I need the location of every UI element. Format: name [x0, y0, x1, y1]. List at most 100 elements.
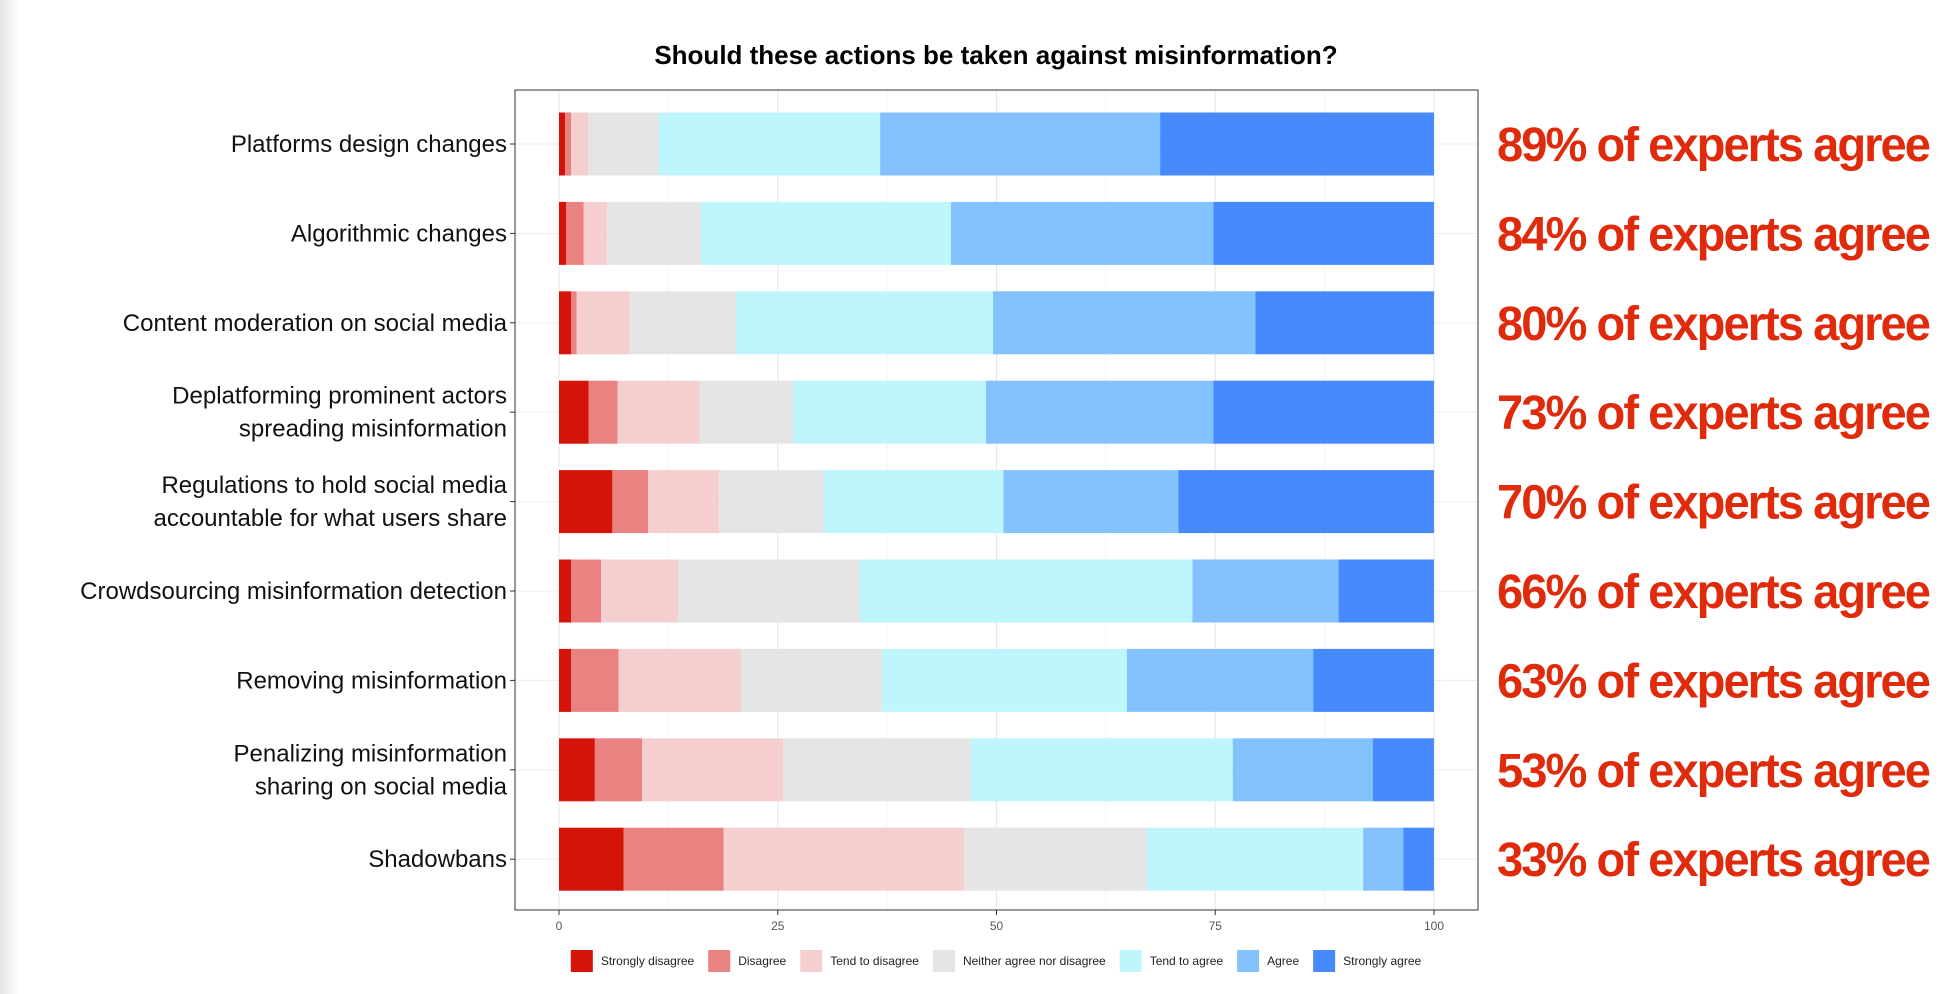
- category-label: Crowdsourcing misinformation detection: [80, 578, 507, 605]
- bar-segment: [1003, 470, 1179, 534]
- category-label: Regulations to hold social media accounta…: [153, 472, 507, 532]
- bar-segment: [588, 112, 659, 176]
- legend-swatch: [570, 950, 593, 972]
- bar-segment: [1313, 648, 1434, 712]
- agreement-annotation: 89% of experts agree: [1497, 119, 1930, 172]
- bar-segment: [583, 201, 608, 265]
- bar-segment: [793, 380, 986, 444]
- legend-label: Strongly disagree: [601, 954, 695, 968]
- agreement-annotation: 80% of experts agree: [1497, 298, 1930, 351]
- category-label: Shadowbans: [368, 846, 507, 873]
- bar-segment: [565, 112, 572, 176]
- legend-label: Strongly agree: [1343, 954, 1421, 968]
- bar-segment: [881, 648, 1127, 712]
- category-label: Algorithmic changes: [291, 220, 507, 247]
- agreement-annotation: 84% of experts agree: [1497, 208, 1930, 261]
- x-tick-label: 25: [771, 919, 785, 933]
- category-label: Removing misinformation: [236, 667, 507, 694]
- bar-segment: [1213, 201, 1434, 265]
- bar-segment: [559, 648, 572, 712]
- bar-segment: [723, 827, 965, 891]
- bar-segment: [571, 291, 577, 355]
- category-labels: Platforms design changes Algorithmic chan…: [80, 131, 515, 873]
- bar-segment: [860, 559, 1193, 623]
- bar-segment: [607, 201, 701, 265]
- category-label: Deplatforming prominent actors spreading …: [172, 383, 507, 443]
- agreement-annotation: 33% of experts agree: [1497, 834, 1930, 887]
- agreement-annotation: 70% of experts agree: [1497, 477, 1930, 530]
- legend-label: Neither agree nor disagree: [963, 954, 1106, 968]
- bar-segment: [559, 738, 595, 802]
- bars: [559, 112, 1434, 891]
- x-tick-label: 100: [1424, 919, 1444, 933]
- bar-segment: [559, 291, 572, 355]
- bar-segment: [559, 201, 566, 265]
- bar-segment: [880, 112, 1161, 176]
- agreement-annotation: 63% of experts agree: [1497, 655, 1930, 708]
- agreement-annotation: 73% of experts agree: [1497, 387, 1930, 440]
- category-label: Content moderation on social media: [123, 310, 508, 337]
- bar-segment: [1372, 738, 1434, 802]
- legend-swatch: [1313, 950, 1336, 972]
- legend-swatch: [932, 950, 955, 972]
- bar-segment: [783, 738, 972, 802]
- bar-segment: [612, 470, 649, 534]
- legend-swatch: [708, 950, 731, 972]
- category-label: Platforms design changes: [231, 131, 507, 158]
- bar-segment: [964, 827, 1147, 891]
- legend-label: Agree: [1267, 954, 1299, 968]
- legend-label: Tend to disagree: [830, 954, 919, 968]
- bar-segment: [588, 380, 618, 444]
- bar-segment: [993, 291, 1256, 355]
- bar-segment: [601, 559, 678, 623]
- legend-swatch: [1119, 950, 1142, 972]
- bar-segment: [1255, 291, 1434, 355]
- bar-segment: [618, 648, 741, 712]
- bar-segment: [1363, 827, 1404, 891]
- bar-segment: [571, 648, 619, 712]
- bar-segment: [559, 827, 624, 891]
- legend-swatch: [800, 950, 823, 972]
- bar-segment: [719, 470, 824, 534]
- x-tick-label: 75: [1209, 919, 1223, 933]
- bar-segment: [594, 738, 643, 802]
- bar-segment: [741, 648, 882, 712]
- annotations: 89% of experts agree 84% of experts agree…: [1497, 119, 1932, 887]
- x-tick-label: 0: [556, 919, 563, 933]
- bar-segment: [566, 201, 584, 265]
- bar-segment: [658, 112, 881, 176]
- legend-swatch: [1237, 950, 1260, 972]
- bar-segment: [986, 380, 1214, 444]
- bar-segment: [617, 380, 700, 444]
- bar-segment: [623, 827, 724, 891]
- bar-segment: [559, 112, 566, 176]
- bar-segment: [576, 291, 630, 355]
- agreement-annotation: 53% of experts agree: [1497, 745, 1930, 798]
- category-label: Penalizing misinformation sharing on soci…: [234, 740, 508, 800]
- x-axis: 0 25 50 75 100: [556, 910, 1444, 933]
- legend: Strongly disagree Disagree Tend to disagre…: [570, 950, 1422, 972]
- bar-segment: [735, 291, 993, 355]
- x-tick-label: 50: [990, 919, 1004, 933]
- bar-segment: [678, 559, 860, 623]
- bar-segment: [1192, 559, 1339, 623]
- bar-segment: [642, 738, 783, 802]
- agreement-annotation: 66% of experts agree: [1497, 566, 1930, 619]
- bar-segment: [559, 380, 589, 444]
- bar-segment: [571, 559, 601, 623]
- bar-segment: [1126, 648, 1314, 712]
- bar-segment: [1178, 470, 1434, 534]
- bar-segment: [971, 738, 1233, 802]
- legend-label: Tend to agree: [1150, 954, 1224, 968]
- bar-segment: [559, 559, 572, 623]
- bar-segment: [1213, 380, 1434, 444]
- bar-segment: [1403, 827, 1434, 891]
- bar-segment: [1338, 559, 1434, 623]
- chart-title: Should these actions be taken against mi…: [654, 40, 1337, 70]
- bar-segment: [648, 470, 720, 534]
- bar-segment: [1147, 827, 1364, 891]
- bar-segment: [1232, 738, 1373, 802]
- bar-segment: [629, 291, 736, 355]
- bar-segment: [951, 201, 1214, 265]
